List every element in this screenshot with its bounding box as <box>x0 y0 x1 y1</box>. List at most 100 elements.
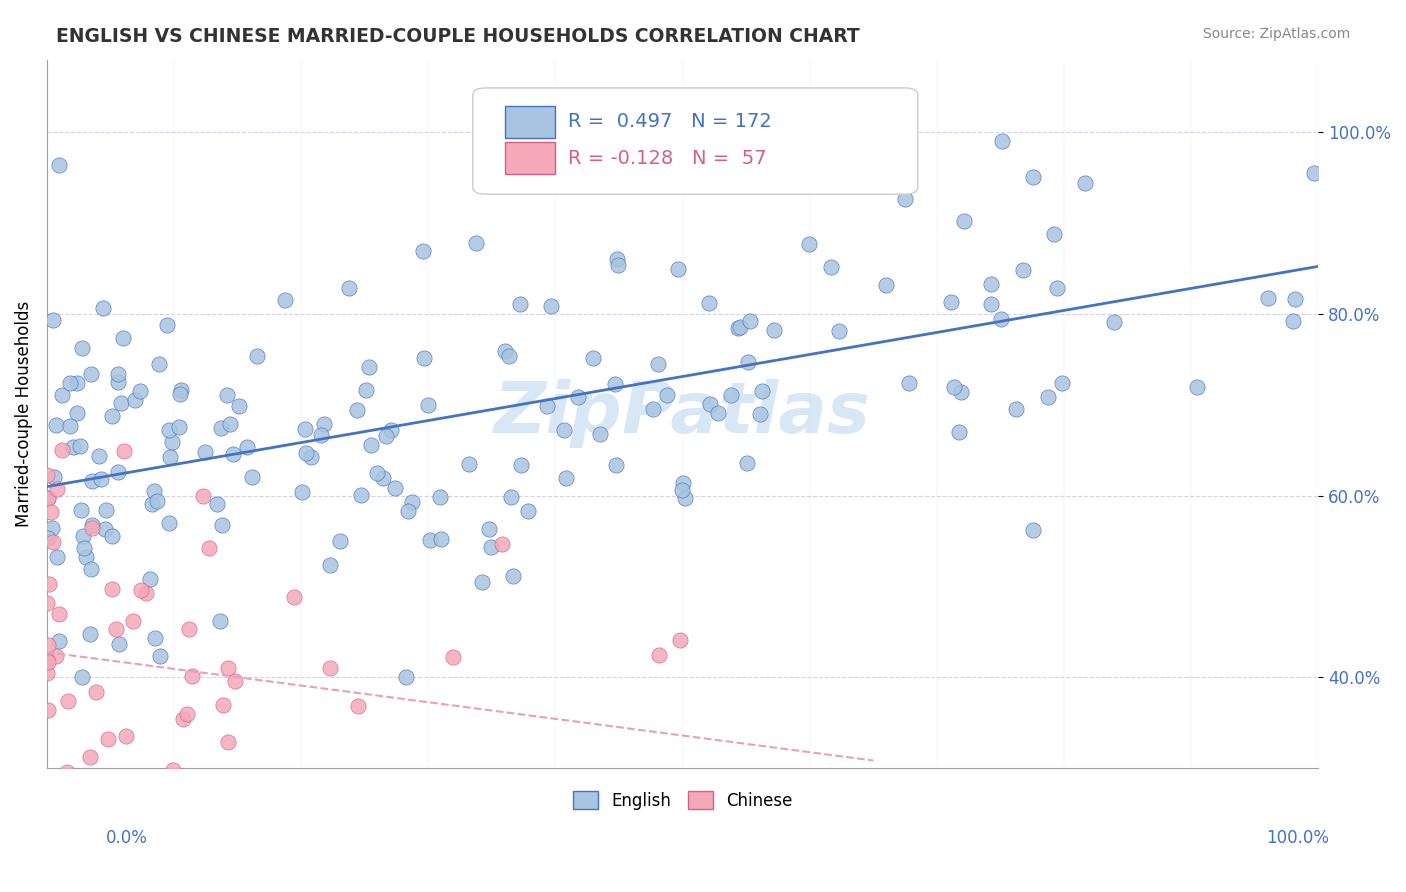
Point <box>828 324 851 338</box>
Point <box>246 349 269 363</box>
Point <box>380 423 402 437</box>
Point <box>110 798 132 813</box>
Point <box>111 331 134 345</box>
Point <box>607 259 630 273</box>
Point <box>180 669 202 683</box>
Point <box>55 765 77 780</box>
Point <box>80 367 103 381</box>
Point <box>479 540 502 554</box>
Point <box>510 458 533 472</box>
Point <box>673 491 696 505</box>
Point <box>273 293 295 308</box>
Point <box>354 383 377 397</box>
Point <box>79 627 101 641</box>
Point <box>37 638 59 652</box>
Point <box>588 427 610 442</box>
Point <box>666 262 689 277</box>
Point <box>672 476 695 491</box>
Point <box>107 367 129 381</box>
Point <box>737 355 759 369</box>
Point <box>148 357 170 371</box>
Point <box>110 396 132 410</box>
Text: Source: ZipAtlas.com: Source: ZipAtlas.com <box>1202 27 1350 41</box>
Point <box>45 483 67 497</box>
Point <box>217 661 239 675</box>
Text: ZipPatlas: ZipPatlas <box>494 379 872 449</box>
Point <box>1050 376 1073 391</box>
Point <box>177 622 200 636</box>
Text: R = -0.128   N =  57: R = -0.128 N = 57 <box>568 149 766 169</box>
Point <box>62 819 84 833</box>
Point <box>491 536 513 550</box>
Point <box>91 301 114 315</box>
Point <box>720 388 742 402</box>
Point <box>738 314 761 328</box>
Point <box>37 491 59 505</box>
Text: 0.0%: 0.0% <box>105 829 148 847</box>
Point <box>37 531 59 545</box>
Point <box>318 661 340 675</box>
Point <box>347 698 370 713</box>
Point <box>498 349 520 363</box>
Point <box>159 450 181 464</box>
Point <box>641 402 664 417</box>
Point <box>80 562 103 576</box>
Point <box>605 458 627 473</box>
Point <box>42 312 65 326</box>
Point <box>509 297 531 311</box>
Point <box>228 399 250 413</box>
Point <box>240 470 263 484</box>
Point <box>157 423 180 437</box>
Point <box>143 483 166 498</box>
Point <box>697 295 720 310</box>
Point <box>948 425 970 440</box>
Point <box>360 438 382 452</box>
Point <box>37 491 59 506</box>
Point <box>212 698 235 712</box>
Point <box>39 505 62 519</box>
Point <box>395 670 418 684</box>
Point <box>762 323 785 337</box>
Point <box>101 528 124 542</box>
Point <box>471 575 494 590</box>
Point <box>699 397 721 411</box>
Point <box>70 342 93 356</box>
Legend: English, Chinese: English, Chinese <box>567 785 799 816</box>
Point <box>299 450 322 464</box>
Point <box>72 529 94 543</box>
Point <box>730 320 752 334</box>
Point <box>194 444 217 458</box>
Point <box>413 351 436 365</box>
Point <box>1257 292 1279 306</box>
Point <box>37 703 59 717</box>
Point <box>429 532 451 546</box>
Point <box>107 466 129 480</box>
Point <box>38 577 60 591</box>
Point <box>384 481 406 495</box>
Point <box>205 497 228 511</box>
Point <box>294 446 316 460</box>
Point <box>893 192 915 206</box>
Point <box>48 607 70 621</box>
Point <box>37 666 59 681</box>
Point <box>979 297 1001 311</box>
Point <box>38 886 60 892</box>
Point <box>194 868 217 882</box>
Point <box>396 504 419 518</box>
Point <box>37 596 59 610</box>
Point <box>97 732 120 747</box>
Point <box>1074 177 1097 191</box>
Point <box>735 456 758 470</box>
Point <box>875 278 897 293</box>
Point <box>217 388 239 402</box>
Point <box>70 503 93 517</box>
Point <box>37 655 59 669</box>
Point <box>143 631 166 645</box>
Bar <box>505 143 555 174</box>
Point <box>346 403 368 417</box>
Point <box>891 125 914 139</box>
Point <box>350 488 373 502</box>
Point <box>748 408 770 422</box>
Point <box>412 244 434 259</box>
Point <box>465 236 488 251</box>
